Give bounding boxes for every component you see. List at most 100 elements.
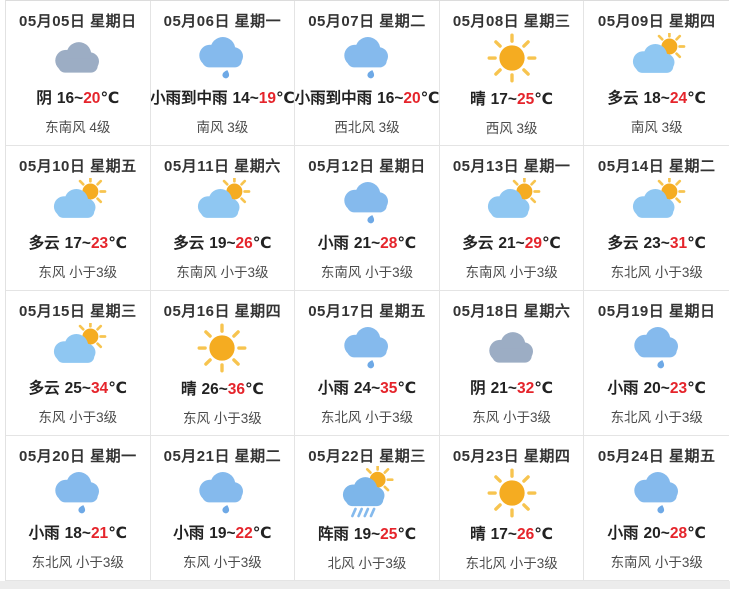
weekday-label: 星期一 (523, 158, 571, 175)
low-temp: 17 (490, 91, 508, 108)
date-label: 05月05日 (19, 13, 91, 30)
rain-cloud-icon (337, 178, 397, 233)
date-label: 05月12日 (308, 158, 380, 175)
temperature-line: 小雨 20~23℃ (608, 379, 706, 399)
sun-icon (195, 321, 249, 380)
temperature-line: 晴 26~36℃ (181, 380, 264, 400)
temperature-line: 小雨 24~35℃ (318, 379, 416, 399)
date-header: 05月15日 星期三 (19, 298, 137, 321)
temperature-line: 阵雨 19~25℃ (318, 525, 416, 545)
weekday-label: 星期五 (668, 448, 716, 465)
range-separator: ~ (394, 90, 404, 107)
forecast-cell: 05月15日 星期三 多云 25~34℃ 东风 小于3级 (6, 291, 151, 436)
condition-label: 多云 (607, 90, 639, 107)
high-temp: 23 (90, 235, 109, 252)
wind-label: 东南风 小于3级 (610, 555, 703, 570)
temp-unit: ℃ (245, 381, 264, 398)
weather-icon-box (442, 175, 582, 234)
temp-unit: ℃ (108, 235, 127, 252)
date-header: 05月05日 星期日 (19, 8, 137, 31)
temperature-line: 多云 18~24℃ (608, 89, 706, 109)
wind-label: 东北风 小于3级 (610, 410, 703, 425)
wind-label: 东北风 小于3级 (31, 555, 124, 570)
low-temp: 21 (490, 380, 508, 397)
temperature-line: 多云 23~31℃ (608, 234, 706, 254)
weather-icon-box (442, 466, 582, 525)
rain-cloud-icon (48, 468, 108, 523)
low-temp: 19 (353, 526, 372, 543)
condition-label: 阴 (36, 90, 52, 107)
low-temp: 21 (353, 235, 372, 252)
low-temp: 19 (209, 235, 227, 252)
low-temp: 18 (64, 525, 82, 542)
condition-label: 小雨 (607, 380, 639, 397)
wind-label: 北风 小于3级 (327, 556, 407, 571)
temperature-line: 小雨 19~22℃ (173, 524, 271, 544)
temp-unit: ℃ (420, 90, 440, 107)
forecast-cell: 05月08日 星期三 晴 17~25℃ 西风 3级 (439, 1, 585, 146)
wind-label: 南风 3级 (196, 120, 249, 135)
temperature-line: 阴 16~20℃ (36, 89, 119, 109)
low-temp: 19 (209, 525, 227, 542)
date-header: 05月16日 星期四 (164, 298, 282, 321)
condition-label: 阵雨 (317, 526, 349, 543)
overcast-cloud-icon (482, 328, 542, 373)
range-separator: ~ (81, 235, 91, 252)
weekday-label: 星期日 (379, 158, 426, 175)
high-temp: 24 (669, 90, 688, 107)
weather-icon-box (8, 320, 148, 379)
rain-cloud-icon (337, 33, 397, 88)
range-separator: ~ (515, 235, 525, 252)
weekday-label: 星期六 (234, 158, 281, 175)
forecast-cell: 05月20日 星期一 小雨 18~21℃ 东北风 小于3级 (6, 436, 151, 581)
forecast-cell: 05月13日 星期一 多云 21~29℃ 东南风 小于3级 (439, 146, 585, 291)
sun-icon (485, 31, 539, 90)
range-separator: ~ (218, 381, 228, 398)
date-label: 05月06日 (163, 13, 235, 30)
rain-cloud-icon (192, 468, 252, 523)
range-separator: ~ (371, 235, 381, 252)
condition-label: 小雨 (173, 525, 205, 542)
range-separator: ~ (660, 380, 670, 397)
date-label: 05月15日 (19, 303, 91, 320)
weather-icon-box (586, 175, 727, 234)
low-temp: 17 (64, 235, 82, 252)
weekday-label: 星期二 (379, 13, 426, 30)
weather-icon-box (8, 31, 148, 89)
temp-unit: ℃ (534, 91, 554, 108)
weekday-label: 星期一 (90, 448, 137, 465)
date-label: 05月07日 (308, 13, 380, 30)
weather-icon-box (442, 31, 582, 90)
condition-label: 小雨到中雨 (295, 90, 373, 107)
weather-icon-box (442, 321, 582, 379)
temp-unit: ℃ (687, 90, 706, 107)
high-temp: 20 (83, 90, 101, 107)
weekday-label: 星期六 (523, 303, 571, 320)
weekday-label: 星期二 (234, 448, 282, 465)
wind-label: 东北风 小于3级 (320, 410, 414, 425)
low-temp: 16 (377, 90, 395, 107)
weather-icon-box (297, 31, 437, 89)
range-separator: ~ (81, 525, 91, 542)
condition-label: 多云 (462, 235, 494, 252)
weekday-label: 星期三 (90, 303, 137, 320)
high-temp: 23 (669, 380, 688, 397)
low-temp: 20 (643, 525, 661, 542)
range-separator: ~ (507, 91, 517, 108)
date-header: 05月12日 星期日 (308, 153, 426, 176)
date-header: 05月08日 星期三 (453, 8, 571, 31)
weekday-label: 星期五 (90, 158, 137, 175)
condition-label: 小雨 (28, 525, 60, 542)
temperature-line: 阴 21~32℃ (470, 379, 553, 399)
high-temp: 29 (524, 235, 542, 252)
range-separator: ~ (371, 526, 381, 543)
range-separator: ~ (226, 235, 236, 252)
high-temp: 31 (669, 235, 688, 252)
weekday-label: 星期五 (379, 303, 426, 320)
high-temp: 22 (235, 525, 253, 542)
rain-cloud-icon (627, 468, 687, 523)
weather-icon-box (153, 175, 293, 234)
low-temp: 23 (643, 235, 661, 252)
range-separator: ~ (660, 525, 670, 542)
